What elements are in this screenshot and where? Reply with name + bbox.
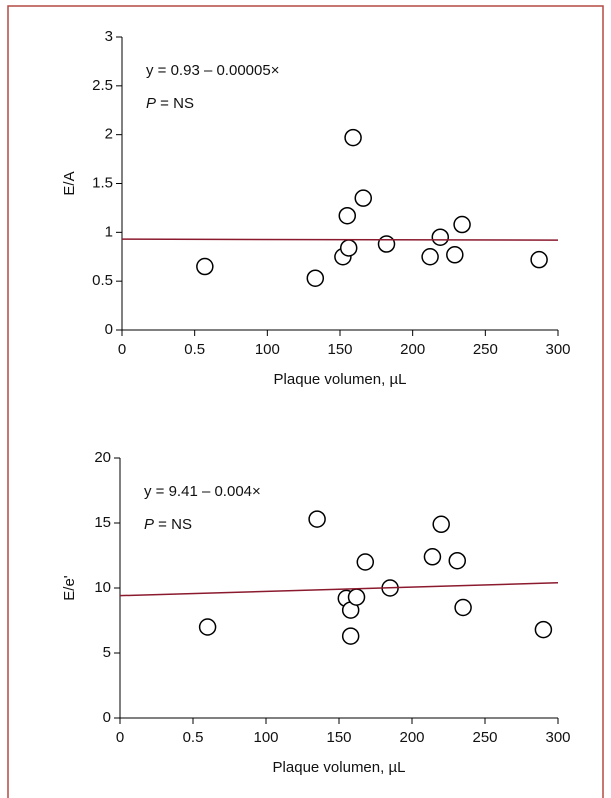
equation: y = 0.93 – 0.00005× (146, 62, 279, 79)
data-point (347, 588, 366, 606)
x-tick-label: 0 (116, 729, 124, 746)
x-tick-label: 0.5 (184, 341, 205, 358)
data-point (344, 128, 362, 147)
y-tick-label: 15 (94, 514, 111, 531)
data-point (198, 618, 217, 636)
x-tick-label: 250 (472, 729, 497, 746)
data-point (453, 215, 471, 234)
y-tick-label: 2 (105, 126, 113, 143)
data-point (530, 250, 548, 269)
x-axis-label: Plaque volumen, µL (273, 759, 406, 776)
x-tick-label: 200 (399, 729, 424, 746)
x-tick-label: 100 (255, 341, 280, 358)
data-point (454, 598, 472, 617)
y-tick-label: 1 (105, 223, 113, 240)
equation: y = 9.41 – 0.004× (144, 483, 261, 500)
data-point (431, 228, 450, 246)
y-axis-label: E/A (61, 171, 78, 195)
y-tick-label: 3 (105, 28, 113, 45)
p-text: = NS (154, 516, 192, 533)
data-point (338, 206, 357, 225)
data-point (341, 627, 360, 645)
x-tick-label: 300 (545, 341, 570, 358)
p-symbol: P (146, 95, 156, 112)
p-text: = NS (156, 95, 194, 112)
y-tick-label: 1.5 (92, 174, 113, 191)
regression-line (121, 238, 559, 241)
x-tick-label: 150 (326, 729, 351, 746)
data-point (196, 257, 214, 276)
x-tick-label: 200 (400, 341, 425, 358)
x-tick-label: 150 (327, 341, 352, 358)
data-point (354, 189, 373, 207)
y-tick-label: 0.5 (92, 272, 113, 289)
data-point (534, 620, 553, 639)
data-point (308, 510, 326, 528)
y-axis-label: E/e' (61, 575, 78, 601)
y-tick-label: 5 (103, 644, 111, 661)
y-tick-label: 0 (103, 709, 111, 726)
p-value: P = NS (144, 516, 192, 533)
data-point (421, 248, 439, 266)
regression-line (119, 582, 559, 597)
data-point (306, 269, 325, 287)
data-point (448, 551, 467, 570)
data-point (423, 548, 442, 566)
data-point (339, 239, 358, 257)
data-point (446, 246, 464, 264)
x-tick-label: 300 (545, 729, 570, 746)
y-tick-label: 20 (94, 449, 111, 466)
y-tick-label: 0 (105, 321, 113, 338)
y-tick-label: 2.5 (92, 77, 113, 94)
x-axis-label: Plaque volumen, µL (274, 371, 407, 388)
x-tick-label: 250 (473, 341, 498, 358)
frame (7, 5, 604, 798)
p-value: P = NS (146, 95, 194, 112)
data-point (432, 515, 450, 534)
data-point (356, 553, 375, 571)
y-tick-label: 10 (94, 579, 111, 596)
x-tick-label: 100 (253, 729, 278, 746)
data-point (377, 235, 396, 253)
p-symbol: P (144, 516, 154, 533)
x-tick-label: 0.5 (183, 729, 204, 746)
x-tick-label: 0 (118, 341, 126, 358)
